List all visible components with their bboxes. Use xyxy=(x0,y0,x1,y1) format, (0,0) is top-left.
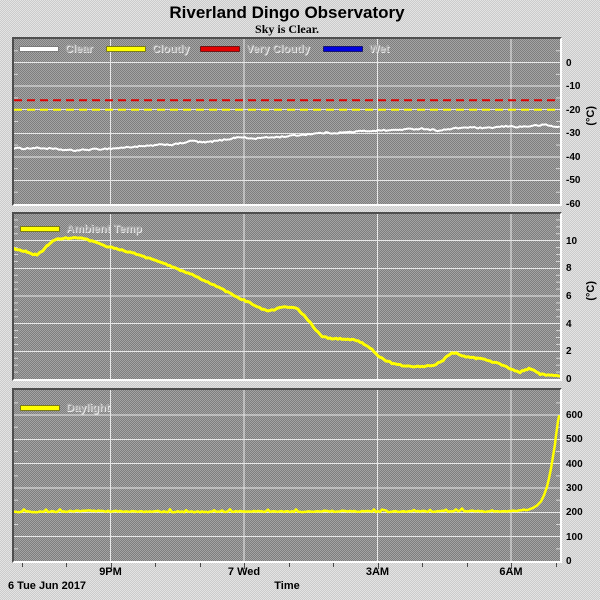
x-axis-major-tick xyxy=(111,563,112,569)
y-axis-tick-label: -30 xyxy=(566,128,581,140)
panel-ambient-temperature: Ambient Temp xyxy=(12,212,562,381)
x-axis-tick-label: 6AM xyxy=(499,566,523,578)
y-axis-tick-label: 8 xyxy=(566,263,572,275)
daylight-chart-svg xyxy=(14,390,560,561)
cloudy-series-swatch-icon xyxy=(106,46,146,52)
wet-series-swatch-icon xyxy=(323,46,363,52)
x-axis-major-tick xyxy=(244,563,245,569)
x-axis-title: Time xyxy=(274,580,300,592)
x-axis-minor-tick xyxy=(200,563,201,567)
panel-daylight: Daylight xyxy=(12,388,562,563)
y-axis-tick-label: 4 xyxy=(566,318,572,330)
x-axis-tick-label: 3AM xyxy=(365,566,390,578)
y-axis-tick-label: 6 xyxy=(566,291,572,303)
x-axis-major-tick xyxy=(511,563,512,569)
ambient-temp-series-line xyxy=(14,236,560,378)
legend-label: Cloudy xyxy=(152,43,190,55)
x-axis-major-tick xyxy=(378,563,379,569)
legend-label: Wet xyxy=(369,43,389,55)
x-axis-tick-label: 9PM xyxy=(99,566,122,578)
legend-item-ambient-temp: Ambient Temp xyxy=(20,223,142,235)
ambient-temp-series-swatch-icon xyxy=(20,226,60,232)
x-axis-minor-tick xyxy=(333,563,334,567)
y-axis-tick-label: 100 xyxy=(566,531,583,543)
legend-label: Clear xyxy=(65,43,93,55)
clear-series-swatch-icon xyxy=(19,46,59,52)
y-axis-tick-label: 400 xyxy=(566,458,583,470)
y-axis-tick-label: -50 xyxy=(566,175,581,187)
y-axis-tick-label: 300 xyxy=(566,483,583,495)
y-axis-tick-label: -60 xyxy=(566,199,581,210)
y-axis-tick-label: 200 xyxy=(566,507,583,519)
x-axis-minor-tick xyxy=(22,563,23,567)
x-axis-minor-tick xyxy=(155,563,156,567)
y-axis-tick-label: 600 xyxy=(566,410,583,422)
y-axis-tick-label: 0 xyxy=(566,556,572,567)
y-axis-tick-label: -20 xyxy=(566,104,581,116)
legend-item-daylight: Daylight xyxy=(20,402,109,414)
x-axis-tick-label: 7 Wed xyxy=(227,566,261,578)
y-axis-unit-label: (°C) xyxy=(585,105,597,126)
clear-series-line xyxy=(14,123,560,152)
legend-item-cloudy: Cloudy xyxy=(106,43,189,55)
very-cloudy-series-swatch-icon xyxy=(200,46,240,52)
y-axis-tick-label: 500 xyxy=(566,434,583,446)
legend-item-wet: Wet xyxy=(323,43,389,55)
y-axis-tick-label: 0 xyxy=(566,57,572,69)
y-axis-tick-label: 2 xyxy=(566,346,572,358)
x-axis-minor-tick xyxy=(467,563,468,567)
legend-item-clear: Clear xyxy=(19,43,93,55)
legend-item-very-cloudy: Very Cloudy xyxy=(200,43,310,55)
y-axis-tick-label: -40 xyxy=(566,151,581,163)
y-axis-tick-label: -10 xyxy=(566,81,581,93)
panel-sky-conditions: Clear Cloudy Very Cloudy Wet xyxy=(12,37,562,206)
legend-label: Very Cloudy xyxy=(246,43,310,55)
legend-label: Daylight xyxy=(66,402,110,414)
x-axis-minor-tick xyxy=(556,563,557,567)
legend-label: Ambient Temp xyxy=(66,223,142,235)
daylight-series-line xyxy=(14,415,560,514)
x-axis-minor-tick xyxy=(66,563,67,567)
x-axis-minor-tick xyxy=(422,563,423,567)
daylight-series-swatch-icon xyxy=(20,405,60,411)
sky-status-subtitle: Sky is Clear. xyxy=(255,22,319,36)
y-axis-tick-label: 0 xyxy=(566,374,572,385)
ambient-temperature-chart-svg xyxy=(14,214,560,379)
x-axis-minor-tick xyxy=(289,563,290,567)
date-label: 6 Tue Jun 2017 xyxy=(8,580,87,592)
page-title: Riverland Dingo Observatory xyxy=(169,3,405,22)
sky-conditions-chart-svg xyxy=(14,39,560,204)
y-axis-tick-label: 10 xyxy=(566,235,578,247)
y-axis-unit-label: (°C) xyxy=(585,280,597,301)
